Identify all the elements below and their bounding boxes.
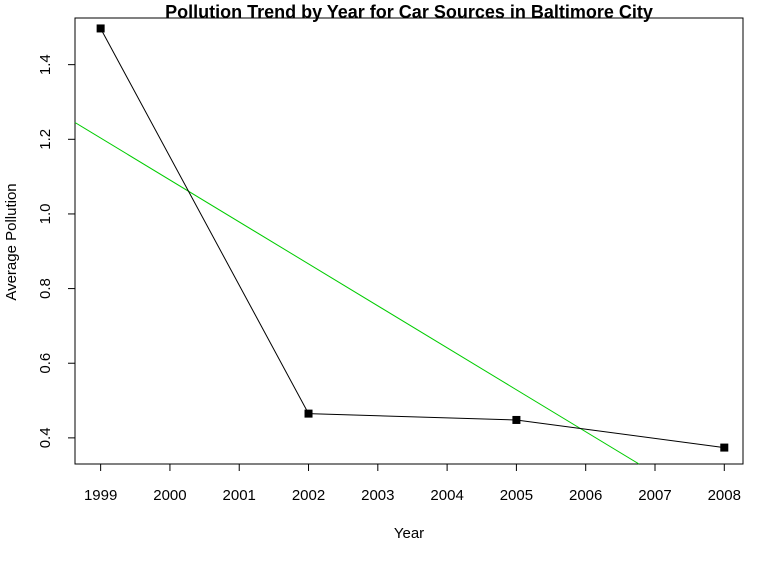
- trend-line: [74, 122, 640, 465]
- y-axis-title: Average Pollution: [3, 183, 20, 300]
- x-tick-label: 2007: [638, 487, 671, 504]
- y-tick-label: 1.2: [37, 129, 54, 150]
- data-point: [720, 443, 729, 452]
- chart-title: Pollution Trend by Year for Car Sources …: [165, 2, 653, 22]
- x-axis: 1999 2000 2001 2002 2003 2004 2005 2006 2007 2008: [84, 464, 741, 504]
- y-axis: 0.4 0.6 0.8 1.0 1.2 1.4: [37, 54, 75, 448]
- y-tick-label: 0.8: [37, 278, 54, 299]
- x-tick-label: 2008: [708, 487, 741, 504]
- series-layer: [96, 24, 729, 452]
- x-tick-label: 2004: [430, 487, 463, 504]
- x-tick-label: 2002: [292, 487, 325, 504]
- y-tick-label: 1.0: [37, 204, 54, 225]
- data-point: [512, 415, 521, 424]
- data-point: [96, 24, 105, 33]
- x-tick-label: 2001: [223, 487, 256, 504]
- y-tick-label: 0.4: [37, 427, 54, 448]
- x-tick-label: 2006: [569, 487, 602, 504]
- x-tick-label: 1999: [84, 487, 117, 504]
- trend-layer: [74, 122, 640, 465]
- x-tick-label: 2003: [361, 487, 394, 504]
- x-axis-title: Year: [394, 525, 424, 542]
- x-tick-label: 2005: [500, 487, 533, 504]
- plot-frame: [74, 17, 744, 465]
- y-tick-label: 1.4: [37, 54, 54, 75]
- data-point: [304, 409, 313, 418]
- y-tick-label: 0.6: [37, 353, 54, 374]
- series-line: [100, 28, 725, 449]
- x-tick-label: 2000: [153, 487, 186, 504]
